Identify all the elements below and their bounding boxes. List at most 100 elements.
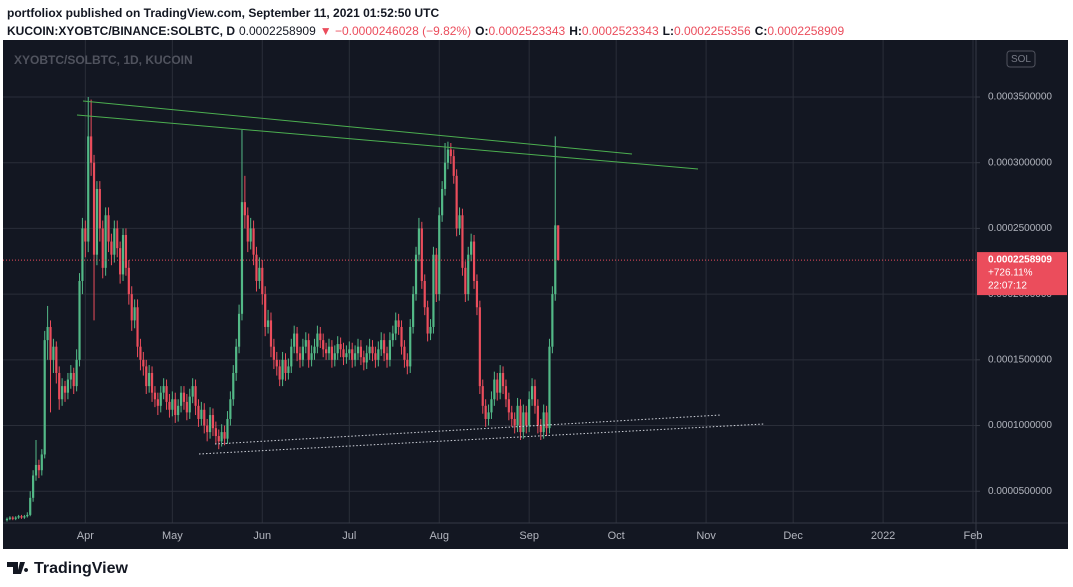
candle-body [478, 307, 481, 387]
candle-body [98, 188, 101, 229]
candle-body [426, 307, 429, 334]
candle-body [319, 333, 322, 341]
candle-body [220, 432, 223, 442]
candle-body [380, 340, 383, 350]
candle-body [342, 349, 345, 358]
y-tick-label: 0.0003500000 [988, 92, 1052, 103]
trend-line [76, 114, 699, 170]
candle-body [438, 215, 441, 295]
candle-body [322, 340, 325, 350]
candle-body [484, 405, 487, 419]
candle-body [258, 267, 261, 281]
candle-body [136, 307, 139, 347]
candle-body [287, 366, 290, 373]
candle-body [150, 372, 154, 393]
candle-body [275, 359, 278, 367]
candle-body [539, 425, 542, 433]
candle-body [58, 372, 61, 400]
high-label: H: [569, 24, 582, 38]
candle-body [313, 346, 316, 354]
candle-body [84, 228, 87, 242]
candle-body [243, 202, 246, 216]
candle-body [20, 516, 23, 518]
candle-body [310, 353, 313, 360]
candle-body [423, 280, 426, 308]
candle-body [194, 386, 197, 406]
candle-body [208, 415, 212, 433]
last-price-label: 0.0002258909 [988, 255, 1052, 266]
candle-body [528, 399, 531, 426]
candle-body [412, 294, 415, 327]
candle-body [266, 320, 270, 327]
candle-body [377, 349, 380, 360]
candle-body [510, 412, 513, 419]
candle-body [142, 359, 145, 367]
candle-body [179, 392, 183, 406]
candle-body [49, 326, 52, 360]
candle-body [388, 340, 392, 360]
candle-body [214, 428, 217, 437]
candle-body [130, 294, 133, 321]
candle-body [14, 517, 17, 519]
candle-body [533, 386, 537, 406]
candle-body [101, 228, 104, 268]
last-change-label: +726.11% [988, 268, 1033, 279]
candle-body [113, 228, 116, 255]
header: portfoliox published on TradingView.com,… [7, 4, 844, 40]
candle-body [481, 386, 484, 406]
symbol: KUCOIN:XYOBTC/BINANCE:SOLBTC, D [7, 24, 235, 38]
open-label: O: [475, 24, 489, 38]
candle-body [43, 340, 46, 455]
last-price: 0.0002258909 [239, 24, 316, 38]
change: ▼ −0.0000246028 (−9.82%) [320, 22, 471, 40]
candle-body [420, 228, 423, 281]
candle-body [217, 436, 220, 442]
candle-body [223, 432, 226, 439]
candle-body [153, 392, 157, 400]
candle-body [162, 386, 165, 393]
candle-body [504, 386, 508, 400]
candle-body [351, 349, 354, 360]
brand-logo [7, 562, 29, 574]
candle-body [385, 353, 389, 360]
candle-body [354, 353, 357, 360]
grid [3, 40, 976, 523]
candle-body [307, 340, 310, 360]
y-tick-label: 0.0001000000 [988, 420, 1052, 431]
candle-body [232, 372, 235, 400]
candle-body [177, 405, 180, 416]
candle-body [75, 359, 78, 387]
candle-body [92, 162, 96, 255]
x-tick-label: Apr [77, 530, 94, 542]
candle-body [240, 202, 244, 314]
close-label: C: [754, 24, 768, 38]
candle-body [295, 333, 299, 354]
candle-body [5, 518, 9, 521]
publisher: portfoliox published on TradingView.com,… [7, 6, 440, 20]
badge: SOL [1011, 54, 1031, 65]
low-value: 0.0002255356 [673, 24, 751, 38]
candle-body [394, 320, 397, 334]
candle-body [188, 396, 191, 413]
candle-body [557, 225, 560, 261]
candle-body [487, 412, 490, 419]
candle-body [330, 346, 334, 360]
candle-body [548, 346, 551, 429]
candle-body [272, 346, 275, 360]
candle-body [133, 307, 136, 321]
candle-body [200, 409, 203, 419]
candle-body [69, 372, 72, 380]
candle-body [63, 386, 67, 393]
candle-body [37, 464, 41, 471]
candle-body [269, 320, 273, 347]
candle-body [356, 346, 360, 354]
candle-body [124, 234, 128, 268]
candle-body [316, 333, 319, 347]
candle-body [490, 399, 493, 413]
candle-body [17, 516, 20, 518]
candle-body [246, 215, 249, 242]
candle-body [461, 215, 464, 268]
candle-body [333, 353, 336, 360]
